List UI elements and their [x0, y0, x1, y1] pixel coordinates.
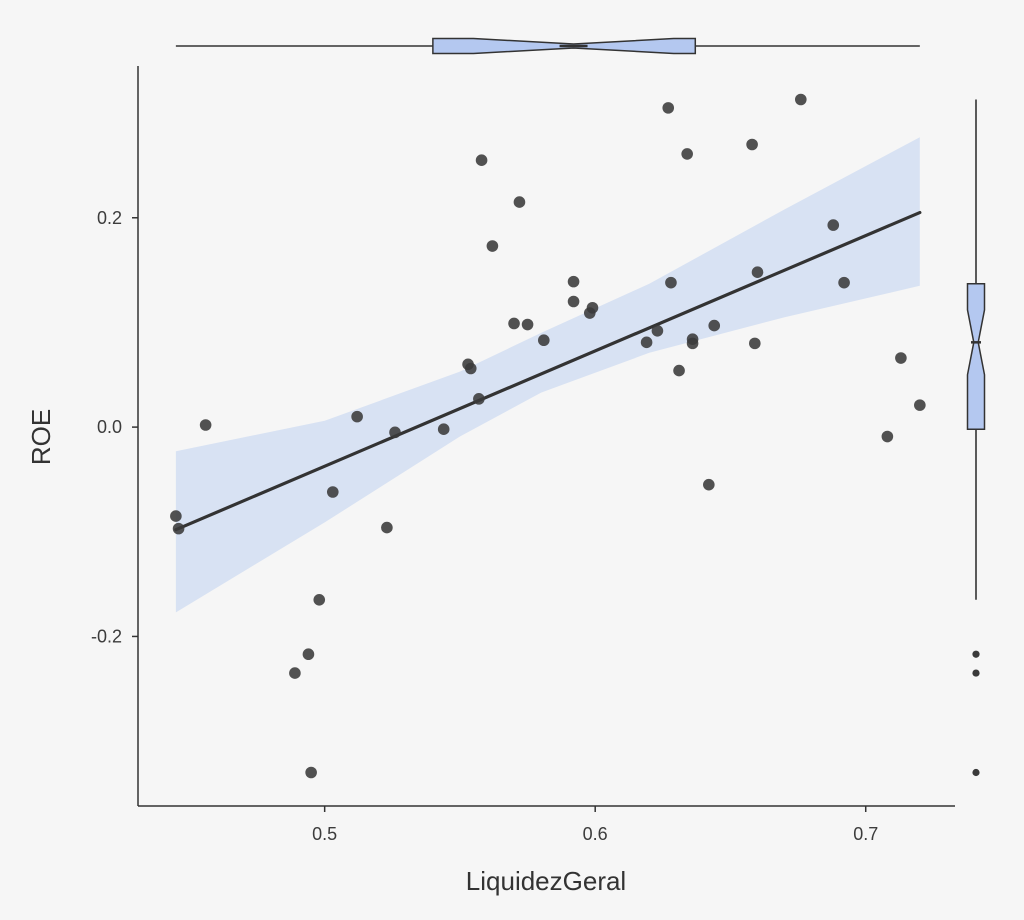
data-point-27 — [651, 325, 664, 337]
axes-layer: 0.5 0.6 0.7 -0.2 0.0 0.2 — [91, 66, 955, 844]
data-point-25 — [586, 301, 599, 314]
data-point-2 — [172, 522, 185, 535]
data-point-43 — [895, 352, 907, 364]
data-point-6 — [305, 766, 317, 779]
x-marginal-boxplot — [175, 37, 920, 55]
data-point-36 — [746, 138, 758, 151]
confidence-band — [175, 137, 920, 613]
confidence-band-layer — [175, 137, 920, 613]
regression-line — [174, 210, 922, 532]
data-point-19 — [513, 196, 526, 208]
data-point-1 — [170, 510, 182, 522]
data-point-16 — [475, 154, 488, 167]
y-marginal-boxplot — [966, 99, 986, 777]
data-points-layer — [170, 93, 926, 779]
data-point-33 — [686, 333, 699, 345]
data-point-28 — [662, 102, 675, 114]
x-tick-label-1: 0.5 — [312, 824, 337, 844]
data-point-29 — [665, 276, 677, 289]
data-point-35 — [708, 319, 721, 332]
y-box-outlier-3 — [972, 768, 980, 777]
y-box — [966, 282, 986, 430]
y-tick-label-1: -0.2 — [91, 626, 122, 646]
y-box-outlier-1 — [972, 650, 980, 658]
x-tick-label-3: 0.7 — [853, 824, 878, 844]
data-point-18 — [508, 317, 520, 330]
data-point-17 — [486, 240, 499, 252]
data-point-21 — [537, 334, 550, 347]
data-point-7 — [313, 594, 326, 606]
y-tick-label-3: 0.2 — [97, 208, 122, 228]
data-point-15 — [473, 393, 485, 405]
data-point-12 — [437, 423, 450, 435]
data-point-31 — [681, 148, 693, 160]
data-point-22 — [567, 275, 580, 288]
data-point-23 — [567, 295, 580, 308]
data-point-9 — [351, 410, 363, 423]
data-point-3 — [199, 419, 212, 431]
regression-line-layer — [174, 210, 922, 532]
x-axis-title: LiquidezGeral — [466, 866, 626, 896]
data-point-34 — [703, 478, 715, 491]
data-point-8 — [326, 486, 339, 498]
data-point-5 — [302, 648, 315, 661]
data-point-39 — [794, 93, 807, 106]
data-point-20 — [521, 318, 534, 331]
y-axis-title: ROE — [26, 409, 56, 465]
data-point-4 — [289, 667, 301, 679]
data-point-42 — [881, 430, 894, 443]
data-point-14 — [464, 362, 477, 375]
data-point-30 — [673, 364, 685, 377]
data-point-44 — [914, 399, 926, 411]
x-tick-label-2: 0.6 — [583, 824, 608, 844]
y-tick-label-2: 0.0 — [97, 417, 122, 437]
data-point-26 — [640, 336, 653, 349]
data-point-37 — [749, 337, 761, 350]
y-box-outlier-2 — [972, 669, 980, 677]
data-point-10 — [381, 521, 393, 534]
data-point-40 — [827, 219, 840, 231]
data-point-11 — [389, 426, 401, 439]
data-point-41 — [838, 276, 850, 289]
data-point-38 — [751, 266, 764, 278]
